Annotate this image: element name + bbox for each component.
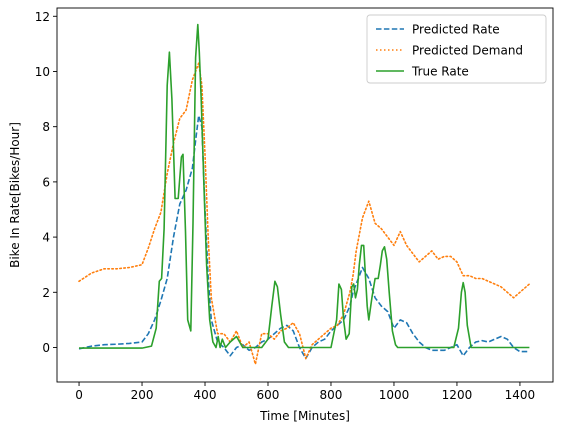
y-axis-label: Bike In Rate[Bikes/Hour] — [8, 122, 22, 268]
x-tick-label: 1000 — [379, 388, 410, 402]
legend-box — [366, 14, 547, 84]
plot-frame — [56, 7, 554, 383]
y-tick-label: 4 — [42, 231, 50, 245]
series-layer — [78, 23, 531, 365]
y-tick-label: 10 — [35, 65, 50, 79]
y-axis: 0 2 4 6 8 10 12 — [35, 10, 57, 355]
y-tick-label: 6 — [42, 175, 50, 189]
legend-label: Predicted Demand — [412, 44, 523, 58]
x-tick-label: 400 — [194, 388, 217, 402]
y-tick-label: 2 — [42, 286, 50, 300]
y-tick-label: 12 — [35, 10, 50, 24]
x-axis-label: Time [Minutes] — [259, 409, 350, 423]
x-tick-label: 1400 — [505, 388, 536, 402]
series-line-true-rate — [79, 23, 530, 349]
legend-label: True Rate — [411, 65, 469, 79]
x-tick-label: 800 — [320, 388, 343, 402]
x-tick-label: 1200 — [442, 388, 473, 402]
y-tick-label: 8 — [42, 120, 50, 134]
y-tick-label: 0 — [42, 341, 50, 355]
legend: Predicted Rate Predicted Demand True Rate — [366, 14, 547, 84]
x-tick-label: 0 — [75, 388, 83, 402]
x-tick-label: 600 — [257, 388, 280, 402]
x-axis: 0 200 400 600 800 1000 1200 1400 — [75, 382, 535, 402]
x-tick-label: 200 — [131, 388, 154, 402]
series-line-predicted-demand — [78, 62, 531, 365]
legend-label: Predicted Rate — [412, 23, 500, 37]
